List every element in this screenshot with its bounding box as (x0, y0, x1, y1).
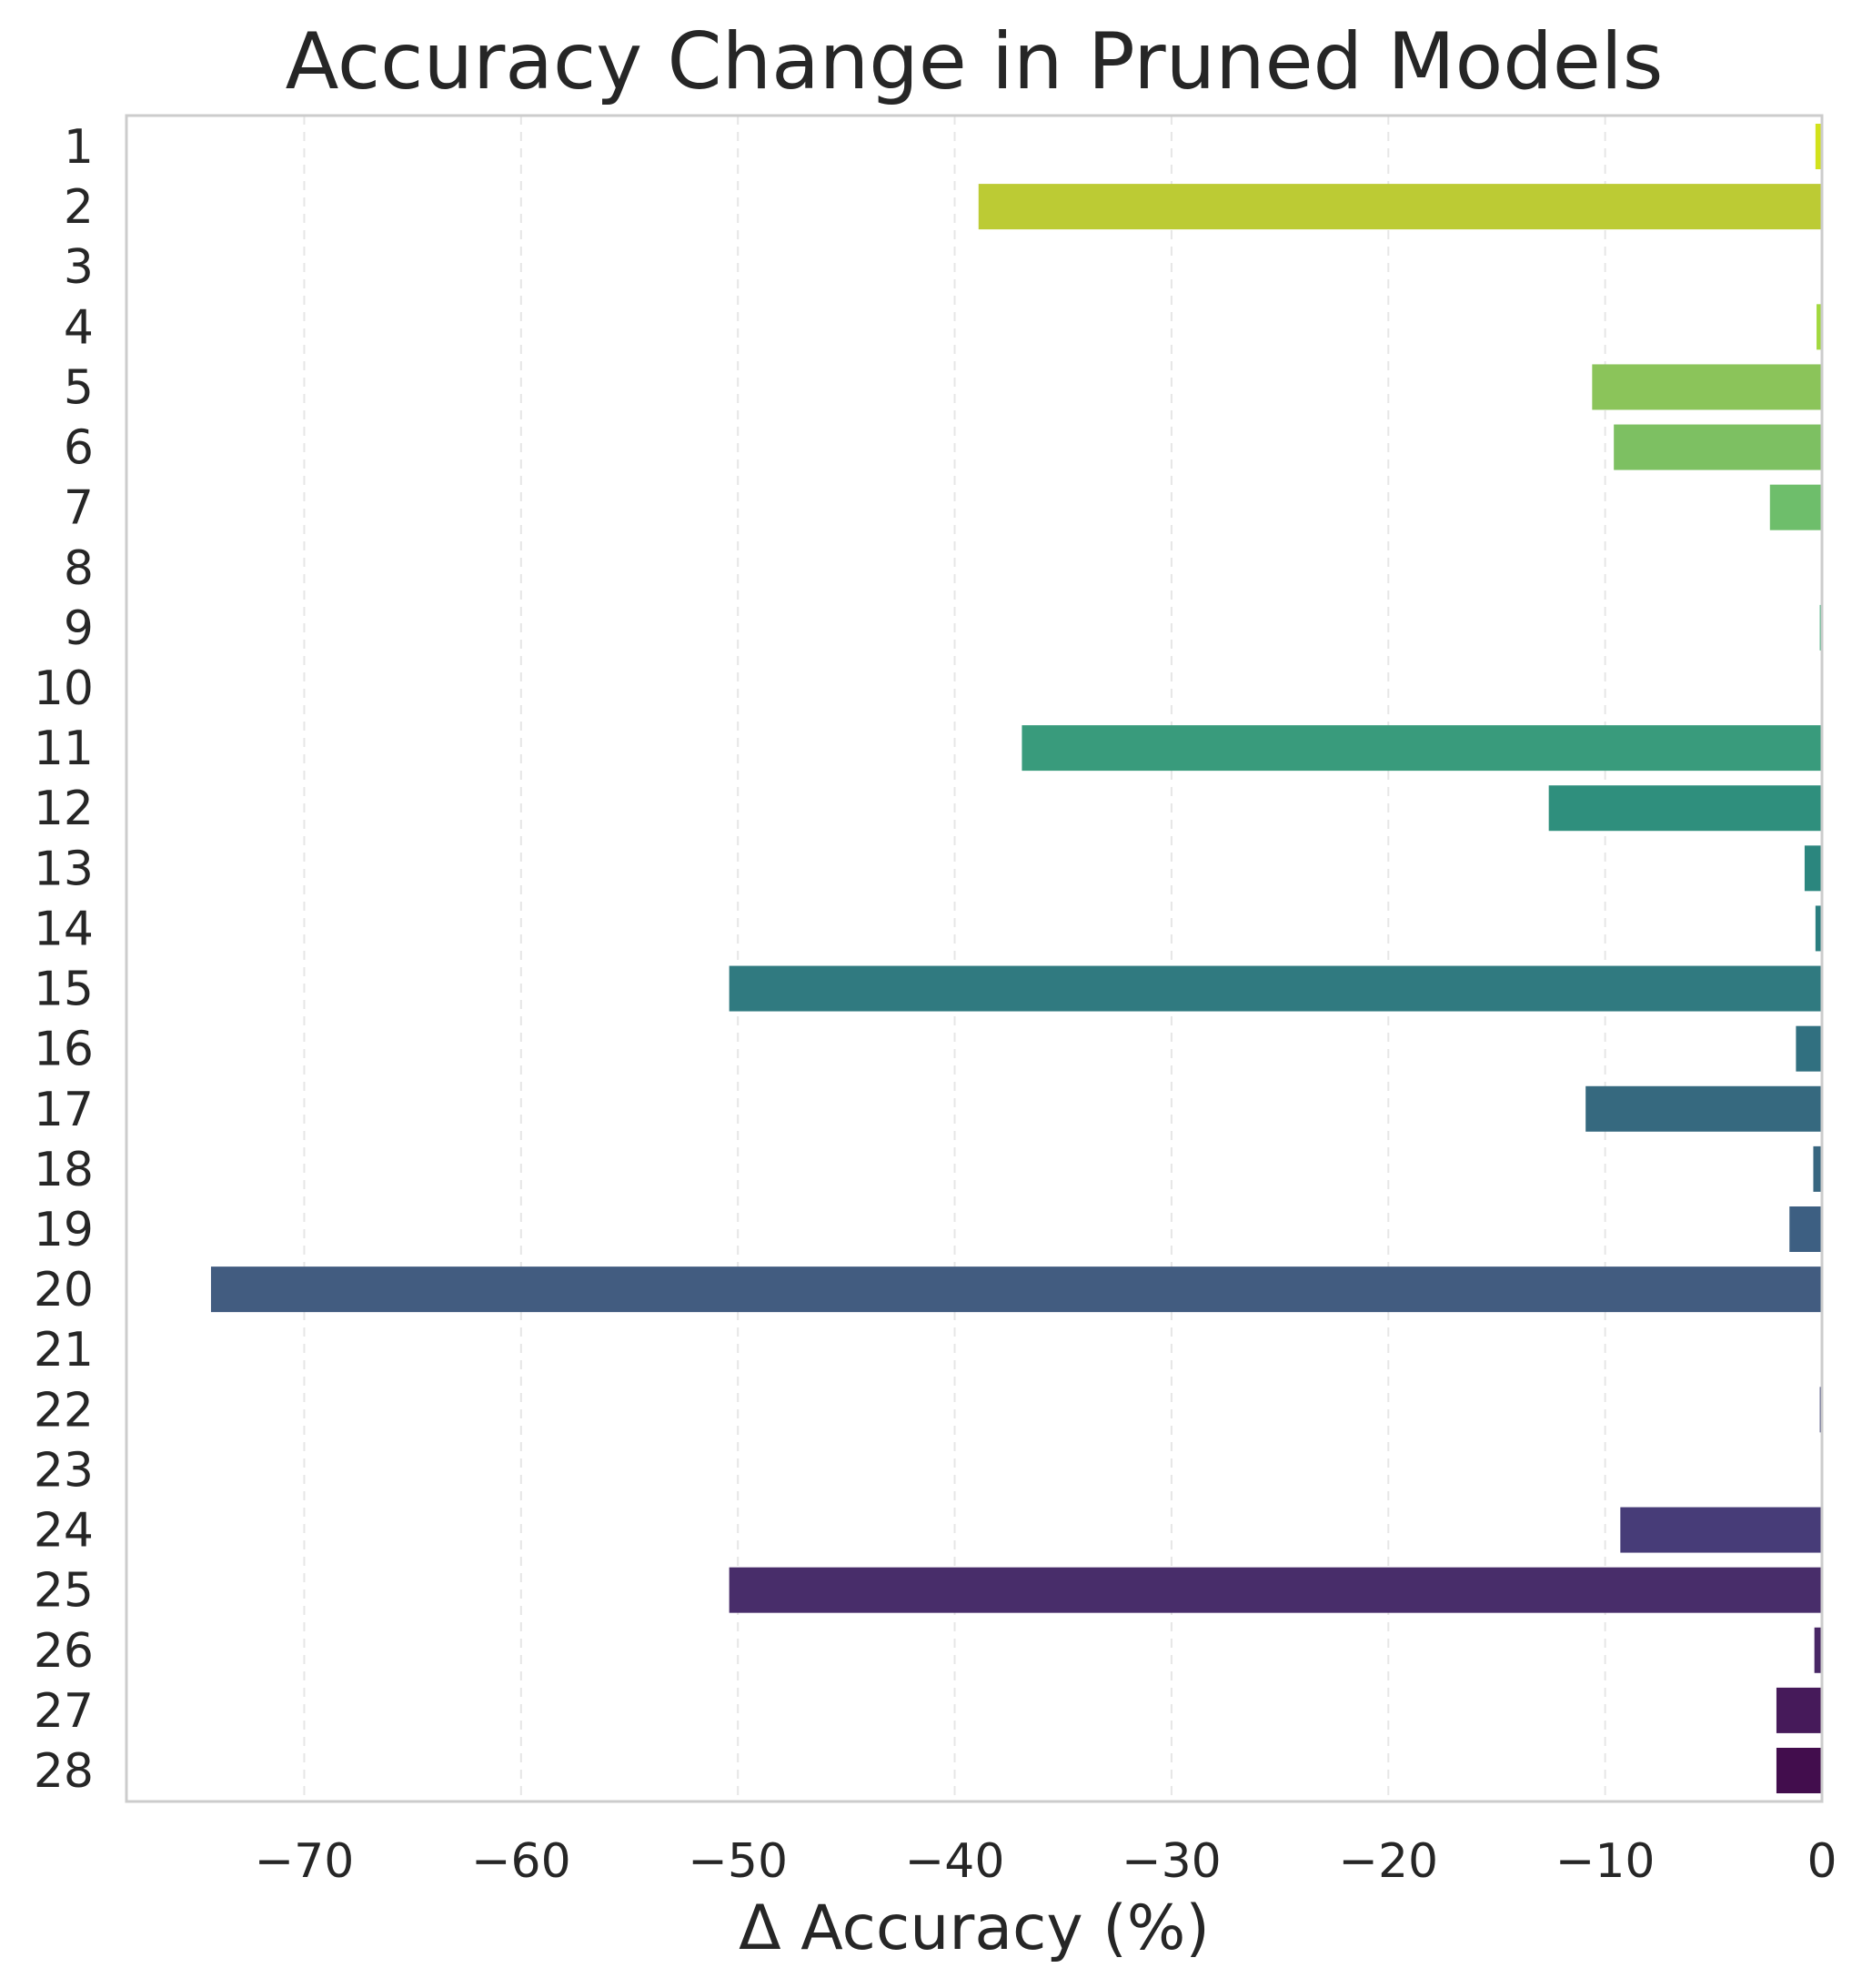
y-tick-label: 14 (34, 902, 94, 956)
y-tick-label: 13 (34, 842, 94, 896)
y-tick-label: 7 (64, 481, 94, 536)
y-tick-label: 26 (34, 1624, 94, 1679)
bar (729, 965, 1822, 1012)
y-tick-label: 28 (34, 1744, 94, 1799)
x-tick-label: −40 (905, 1834, 1005, 1889)
bar (1614, 424, 1822, 470)
bar (1776, 1748, 1822, 1793)
y-tick-label: 18 (34, 1143, 94, 1197)
x-tick-label: −60 (471, 1834, 571, 1889)
x-tick-label: −70 (255, 1834, 355, 1889)
x-tick-label: −20 (1338, 1834, 1438, 1889)
plot-frame (125, 114, 1824, 1803)
bar (1813, 1145, 1822, 1192)
bar (1548, 785, 1822, 832)
y-tick-label: 19 (34, 1203, 94, 1257)
x-tick-labels: −70 −60 −50 −40 −30 −20 −10 0 (255, 1834, 1837, 1889)
y-tick-labels: 1234567891011121314151617181920212223242… (34, 120, 94, 1799)
gridlines (303, 116, 1606, 1801)
y-tick-label: 16 (34, 1023, 94, 1077)
bar (1817, 304, 1822, 350)
y-tick-label: 20 (34, 1263, 94, 1317)
y-tick-label: 17 (34, 1083, 94, 1137)
bar (1815, 905, 1822, 952)
y-tick-label: 8 (64, 541, 94, 596)
bar (1789, 1206, 1822, 1252)
bar (1815, 124, 1822, 169)
y-tick-label: 25 (34, 1564, 94, 1619)
bar (210, 1266, 1822, 1313)
bar (1804, 845, 1822, 892)
y-tick-label: 24 (34, 1504, 94, 1559)
y-tick-label: 3 (64, 240, 94, 295)
y-tick-label: 12 (34, 782, 94, 836)
bar (1620, 1507, 1822, 1553)
y-tick-label: 11 (34, 722, 94, 776)
x-tick-label: −50 (688, 1834, 788, 1889)
bar (978, 184, 1822, 230)
y-tick-label: 15 (34, 963, 94, 1017)
y-tick-label: 21 (34, 1323, 94, 1377)
bar (1776, 1687, 1822, 1733)
chart-title: Accuracy Change in Pruned Models (286, 16, 1664, 107)
y-tick-label: 6 (64, 421, 94, 476)
bars (210, 124, 1822, 1793)
bar (1814, 1627, 1822, 1673)
x-axis-label: Δ Accuracy (%) (739, 1892, 1210, 1964)
y-tick-label: 22 (34, 1383, 94, 1438)
y-tick-label: 9 (64, 601, 94, 656)
y-tick-label: 27 (34, 1684, 94, 1739)
bar (1585, 1085, 1822, 1132)
bar (1022, 725, 1822, 772)
bar (1796, 1025, 1822, 1072)
y-tick-label: 2 (64, 180, 94, 235)
bar (1592, 364, 1822, 410)
x-tick-label: −30 (1122, 1834, 1222, 1889)
x-tick-label: −10 (1555, 1834, 1656, 1889)
y-tick-label: 23 (34, 1443, 94, 1498)
bar (729, 1567, 1822, 1613)
y-tick-label: 5 (64, 360, 94, 415)
y-tick-label: 4 (64, 300, 94, 355)
y-tick-label: 10 (34, 661, 94, 716)
x-tick-label: 0 (1807, 1834, 1837, 1889)
y-tick-label: 1 (64, 120, 94, 175)
bar (1769, 484, 1822, 530)
